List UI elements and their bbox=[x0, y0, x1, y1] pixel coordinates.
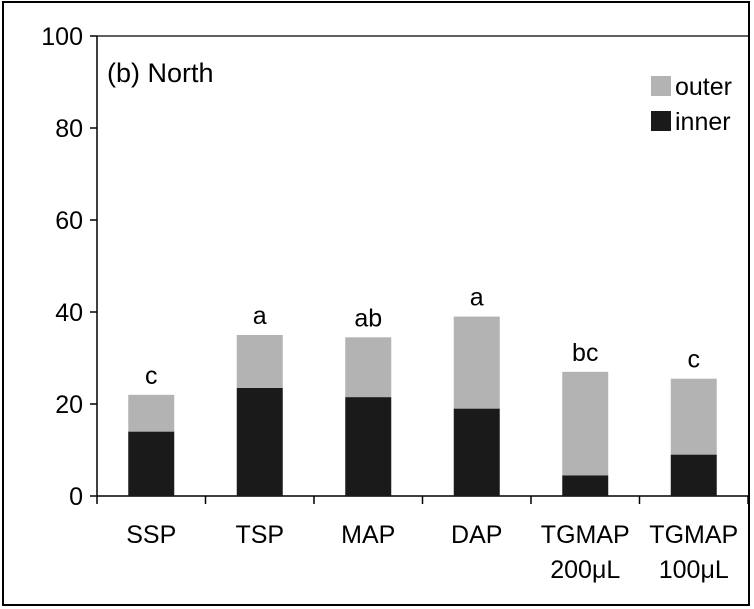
x-tick-label: DAP bbox=[451, 521, 502, 549]
x-tick-label: MAP bbox=[341, 521, 395, 549]
bar-inner bbox=[453, 408, 500, 496]
bar-annotation: bc bbox=[572, 339, 598, 367]
bar-inner bbox=[345, 397, 392, 496]
x-tick-label: TGMAP bbox=[541, 521, 630, 549]
bar-annotation: c bbox=[145, 362, 158, 390]
bar-inner bbox=[562, 475, 609, 496]
x-tick-label: 200μL bbox=[550, 556, 620, 584]
legend-swatch-outer bbox=[651, 76, 671, 96]
x-tick-label: TGMAP bbox=[649, 521, 738, 549]
bar-outer bbox=[345, 337, 392, 398]
legend-label-inner: inner bbox=[675, 108, 731, 136]
y-tick-label: 40 bbox=[55, 299, 83, 327]
bar-inner bbox=[670, 454, 717, 496]
labels: c SSP a TSP ab MAP a DAP bc TGMAP 200μL c TGMAP 100μL bbox=[126, 284, 738, 584]
bar-annotation: c bbox=[688, 346, 701, 374]
bar-outer bbox=[670, 378, 717, 455]
y-tick-label: 100 bbox=[41, 23, 83, 51]
axes: 0 20 40 60 80 100 bbox=[41, 23, 749, 511]
bar-annotation: ab bbox=[354, 304, 382, 332]
legend-swatch-inner bbox=[651, 111, 671, 131]
legend-label-outer: outer bbox=[675, 73, 732, 101]
bar-outer bbox=[562, 371, 609, 476]
x-tick-label: TSP bbox=[235, 521, 284, 549]
y-tick-label: 80 bbox=[55, 115, 83, 143]
y-tick-label: 20 bbox=[55, 391, 83, 419]
bar-outer bbox=[128, 394, 175, 432]
x-tick-label: SSP bbox=[126, 521, 176, 549]
bar-annotation: a bbox=[470, 284, 484, 312]
legend: outer inner bbox=[651, 73, 732, 136]
x-tick-label: 100μL bbox=[659, 556, 729, 584]
bar-inner bbox=[128, 431, 175, 496]
bar-outer bbox=[236, 335, 283, 388]
chart-title: (b) North bbox=[107, 58, 214, 88]
y-tick-label: 60 bbox=[55, 207, 83, 235]
bars bbox=[128, 316, 717, 496]
bar-outer bbox=[453, 316, 500, 409]
bar-inner bbox=[236, 387, 283, 496]
y-tick-label: 0 bbox=[69, 483, 83, 511]
bar-annotation: a bbox=[253, 302, 267, 330]
